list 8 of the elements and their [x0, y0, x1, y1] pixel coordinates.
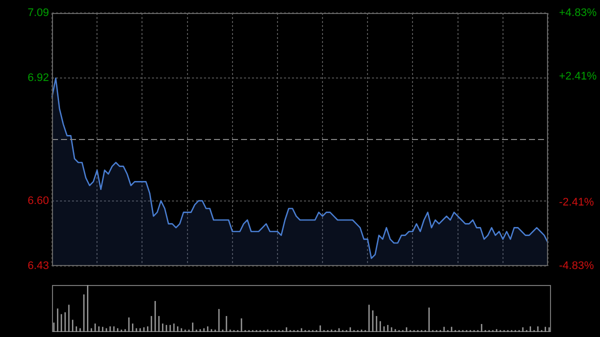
y-tick-label: 6.60	[28, 194, 49, 207]
y2-tick-label: -4.83%	[559, 260, 594, 272]
y-tick-label: 6.92	[28, 72, 49, 84]
y-tick-label: 6.43	[28, 260, 49, 272]
y2-tick-label: +2.41%	[559, 70, 597, 82]
y2-tick-label: +4.83%	[559, 7, 597, 20]
y2-tick-label: -2.41%	[559, 196, 594, 209]
y-tick-label: 7.09	[28, 7, 49, 20]
